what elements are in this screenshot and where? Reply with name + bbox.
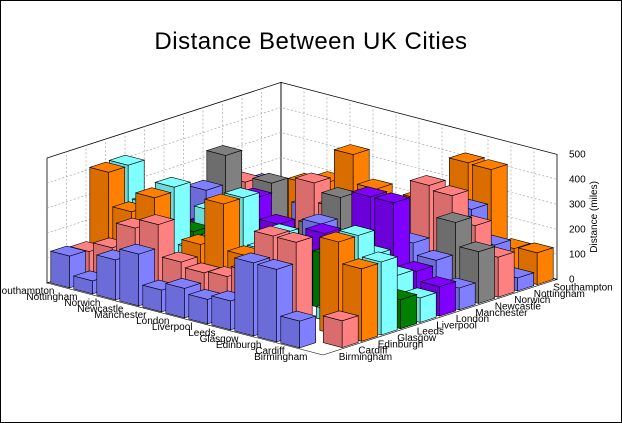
y-tick-label: Glasgow: [397, 333, 437, 344]
bar-face: [435, 212, 473, 223]
z-tick-label: 0: [569, 274, 575, 285]
bar-face: [448, 152, 486, 164]
bar-face: [154, 176, 192, 188]
z-axis-label: Distance (miles): [589, 181, 600, 253]
bar-face: [361, 251, 399, 263]
y-tick-label: London: [456, 314, 489, 325]
bar-face: [119, 248, 139, 307]
bar-face: [439, 280, 457, 317]
bar-face: [251, 172, 289, 184]
x-tick-label: Cardiff: [255, 346, 284, 357]
bar-face: [301, 213, 339, 225]
bar-face: [361, 263, 379, 342]
bar-face: [280, 315, 301, 349]
bar-face: [322, 310, 360, 322]
bar-face: [138, 214, 176, 225]
bar-face: [432, 185, 470, 197]
bar-face: [373, 192, 411, 204]
y-tick-label: Southampton: [553, 283, 613, 294]
bar-face: [258, 213, 296, 225]
bar-face: [164, 277, 202, 289]
bar-face: [409, 175, 447, 186]
bar-face: [536, 247, 554, 286]
x-tick-label: London: [136, 316, 169, 327]
y-tick-label: Norwich: [514, 295, 550, 306]
x-tick-label: Edinburgh: [216, 340, 262, 351]
bar-face: [350, 186, 388, 198]
bar-face: [186, 179, 224, 191]
bar-Birmingham-Cardiff: [322, 310, 360, 349]
y-tick-label: Birmingham: [339, 352, 392, 363]
y-tick-label: Newcastle: [495, 301, 542, 312]
bar-face: [134, 187, 172, 199]
z-tick-label: 100: [569, 249, 586, 260]
bar-face: [304, 223, 342, 234]
chart-title: Distance Between UK Cities: [154, 28, 468, 55]
bar-face: [497, 251, 515, 298]
bar-face: [233, 252, 271, 264]
bar-face: [161, 251, 199, 263]
x-tick-label: Birmingham: [254, 352, 307, 363]
bar-face: [458, 241, 496, 253]
bar-face: [341, 315, 359, 349]
x-tick-label: Liverpool: [152, 322, 193, 333]
bar-face: [203, 193, 241, 205]
bar-face: [223, 187, 261, 199]
y-tick-label: Nottingham: [534, 289, 585, 300]
y-tick-label: Manchester: [475, 308, 528, 319]
z-tick-label: 200: [569, 224, 586, 235]
bar-face: [276, 231, 314, 243]
x-tick-label: Nottingham: [26, 292, 77, 303]
bar-face: [338, 225, 376, 236]
x-tick-label: Glasgow: [200, 334, 240, 345]
bar-face: [50, 250, 70, 289]
bar-face: [234, 257, 254, 337]
x-tick-label: Norwich: [64, 298, 100, 309]
x-tick-label: Newcastle: [77, 304, 124, 315]
bar-face: [380, 256, 398, 336]
bar-face: [419, 276, 457, 287]
z-tick-label: 300: [569, 199, 586, 210]
bar-face: [416, 249, 454, 261]
bar-face: [205, 145, 243, 156]
bar-face: [118, 243, 156, 255]
bar-face: [96, 254, 116, 301]
bar-face: [211, 295, 231, 331]
bar-face: [108, 154, 146, 166]
bar-face: [400, 294, 418, 330]
bar-Cardiff-Birmingham: [279, 310, 317, 349]
y-tick-label: Liverpool: [436, 320, 477, 331]
y-tick-label: Cardiff: [358, 346, 387, 357]
bar-face: [299, 315, 317, 349]
y-tick-label: Edinburgh: [378, 339, 424, 350]
bar-face: [318, 231, 356, 243]
x-tick-label: Manchester: [94, 310, 147, 321]
bar-face: [322, 315, 343, 348]
bar-face: [356, 178, 394, 190]
bar-face: [294, 172, 332, 184]
bar-face: [320, 187, 358, 198]
bar-face: [279, 310, 317, 322]
bar-face: [49, 245, 87, 257]
y-tick-label: Leeds: [417, 327, 444, 338]
z-tick-label: 400: [569, 174, 586, 185]
bar-face: [471, 159, 509, 170]
x-tick-label: Southampton: [0, 286, 55, 297]
bar-face: [517, 242, 555, 254]
bar-face: [88, 161, 126, 173]
bar-face: [253, 225, 291, 237]
bar-face: [341, 258, 379, 270]
bar-face: [333, 144, 371, 155]
x-tick-label: Leeds: [188, 328, 215, 339]
z-tick-label: 500: [569, 149, 586, 160]
bar-face: [257, 264, 278, 343]
bar-face: [256, 258, 294, 270]
bar-face: [478, 246, 496, 304]
bar-face: [165, 283, 185, 319]
